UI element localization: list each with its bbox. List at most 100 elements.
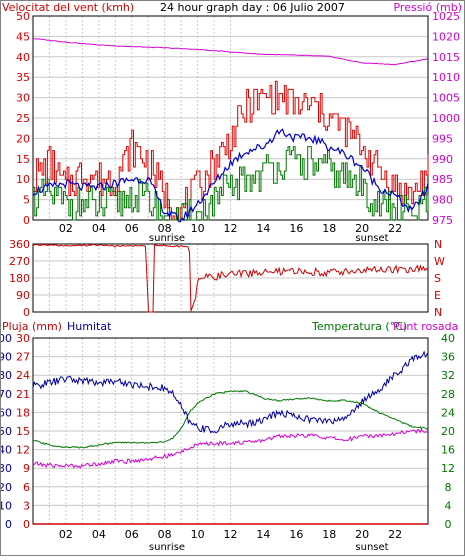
humidity-axis-title: Humitat [67, 320, 112, 333]
temperature-tick-4: 4 [445, 499, 452, 512]
compass-tick-N: N [434, 238, 442, 251]
x-tick-20: 20 [355, 528, 369, 541]
panel3-grid [32, 337, 429, 525]
pressure-tick-1020: 1020 [432, 30, 460, 43]
x-tick-02: 02 [59, 222, 73, 235]
rain-tick-21: 21 [16, 388, 30, 401]
humidity-tick-90: 90 [0, 351, 12, 364]
direction-degree-tick-labels: 360 270 180 90 0 [9, 238, 30, 319]
speed-tick-45: 45 [16, 30, 30, 43]
pressure-tick-1005: 1005 [432, 92, 460, 105]
humidity-tick-80: 80 [0, 369, 12, 382]
x-tick-22: 22 [388, 528, 402, 541]
x-tick-16: 16 [289, 222, 303, 235]
speed-tick-30: 30 [16, 92, 30, 105]
speed-tick-0: 0 [23, 214, 30, 227]
panel2-series [32, 243, 429, 313]
panel2-grid [32, 243, 429, 313]
direction-tick-360: 360 [9, 238, 30, 251]
graph-title: 24 hour graph day : 06 Julio 2007 [160, 1, 345, 14]
x-tick-04: 04 [92, 222, 106, 235]
direction-tick-90: 90 [16, 289, 30, 302]
sunset-label-bottom: sunset [355, 542, 388, 553]
rain-tick-6: 6 [23, 481, 30, 494]
sunrise-label-top: sunrise [149, 233, 185, 244]
rain-tick-0: 0 [23, 518, 30, 531]
rain-tick-30: 30 [16, 332, 30, 345]
x-tick-12: 12 [224, 222, 238, 235]
pressure-tick-985: 985 [432, 173, 453, 186]
x-tick-12: 12 [224, 528, 238, 541]
x-tick-10: 10 [191, 528, 205, 541]
pressure-line [32, 38, 429, 66]
x-tick-06: 06 [125, 222, 139, 235]
rain-tick-9: 9 [23, 462, 30, 475]
panel3-x-tick-labels: 02 04 06 08 10 12 14 16 18 20 22 [59, 528, 402, 541]
pressure-tick-1025: 1025 [432, 10, 460, 23]
panel-frame [32, 15, 429, 221]
compass-tick-E: E [434, 289, 441, 302]
panel-frame [32, 243, 429, 313]
sunrise-label-bottom: sunrise [149, 542, 185, 553]
rain-tick-27: 27 [16, 351, 30, 364]
pressure-tick-1015: 1015 [432, 51, 460, 64]
temperature-tick-36: 36 [441, 351, 455, 364]
temperature-tick-40: 40 [441, 332, 455, 345]
x-tick-14: 14 [256, 528, 270, 541]
humidity-line [32, 350, 429, 434]
speed-tick-50: 50 [16, 10, 30, 23]
x-tick-14: 14 [256, 222, 270, 235]
pressure-tick-1010: 1010 [432, 71, 460, 84]
pressure-tick-995: 995 [432, 132, 453, 145]
x-tick-08: 08 [158, 528, 172, 541]
wind-speed-line [32, 128, 429, 223]
x-tick-10: 10 [191, 222, 205, 235]
rain-tick-18: 18 [16, 406, 30, 419]
dewpoint-axis-title: Punt rosada [393, 320, 458, 333]
pressure-tick-1000: 1000 [432, 112, 460, 125]
wind-average-line [33, 146, 429, 221]
temperature-tick-32: 32 [441, 369, 455, 382]
temperature-tick-12: 12 [441, 462, 455, 475]
wind-speed-tick-labels: 0 5 10 15 20 25 30 35 40 45 50 [16, 10, 30, 227]
rain-tick-24: 24 [16, 369, 30, 382]
temperature-tick-8: 8 [445, 481, 452, 494]
x-tick-08: 08 [158, 222, 172, 235]
temperature-line [32, 390, 429, 449]
x-tick-16: 16 [289, 528, 303, 541]
x-tick-22: 22 [388, 222, 402, 235]
wind-speed-axis-title: Velocitat del vent (kmh) [2, 1, 134, 14]
speed-tick-20: 20 [16, 132, 30, 145]
x-tick-18: 18 [322, 528, 336, 541]
x-tick-04: 04 [92, 528, 106, 541]
speed-tick-35: 35 [16, 71, 30, 84]
x-tick-18: 18 [322, 222, 336, 235]
dewpoint-line [32, 428, 428, 469]
temperature-tick-28: 28 [441, 388, 455, 401]
pressure-tick-990: 990 [432, 153, 453, 166]
speed-tick-15: 15 [16, 153, 30, 166]
temperature-axis-title: Temperatura (°C) [311, 320, 407, 333]
humidity-tick-10: 10 [0, 499, 12, 512]
direction-tick-180: 180 [9, 272, 30, 285]
panel1-series [32, 38, 429, 223]
sunset-label-top: sunset [355, 233, 388, 244]
humidity-tick-20: 20 [0, 481, 12, 494]
x-tick-06: 06 [125, 528, 139, 541]
speed-tick-5: 5 [23, 194, 30, 207]
x-tick-02: 02 [59, 528, 73, 541]
speed-tick-40: 40 [16, 51, 30, 64]
compass-tick-S: S [434, 272, 441, 285]
panel3-series [32, 350, 429, 525]
humidity-tick-100: 100 [0, 332, 12, 345]
rain-tick-labels: 0 3 6 9 12 15 18 21 24 27 30 [16, 332, 30, 531]
humidity-tick-labels: 0 10 20 30 40 50 60 70 80 90 100 [0, 332, 12, 531]
panel1-x-tick-labels: 02 04 06 08 10 12 14 16 18 20 22 [59, 222, 402, 235]
pressure-axis-title: Pressió (mb) [393, 1, 462, 14]
rain-tick-3: 3 [23, 499, 30, 512]
compass-tick-W: W [434, 255, 445, 268]
wind-direction-line [32, 243, 429, 313]
